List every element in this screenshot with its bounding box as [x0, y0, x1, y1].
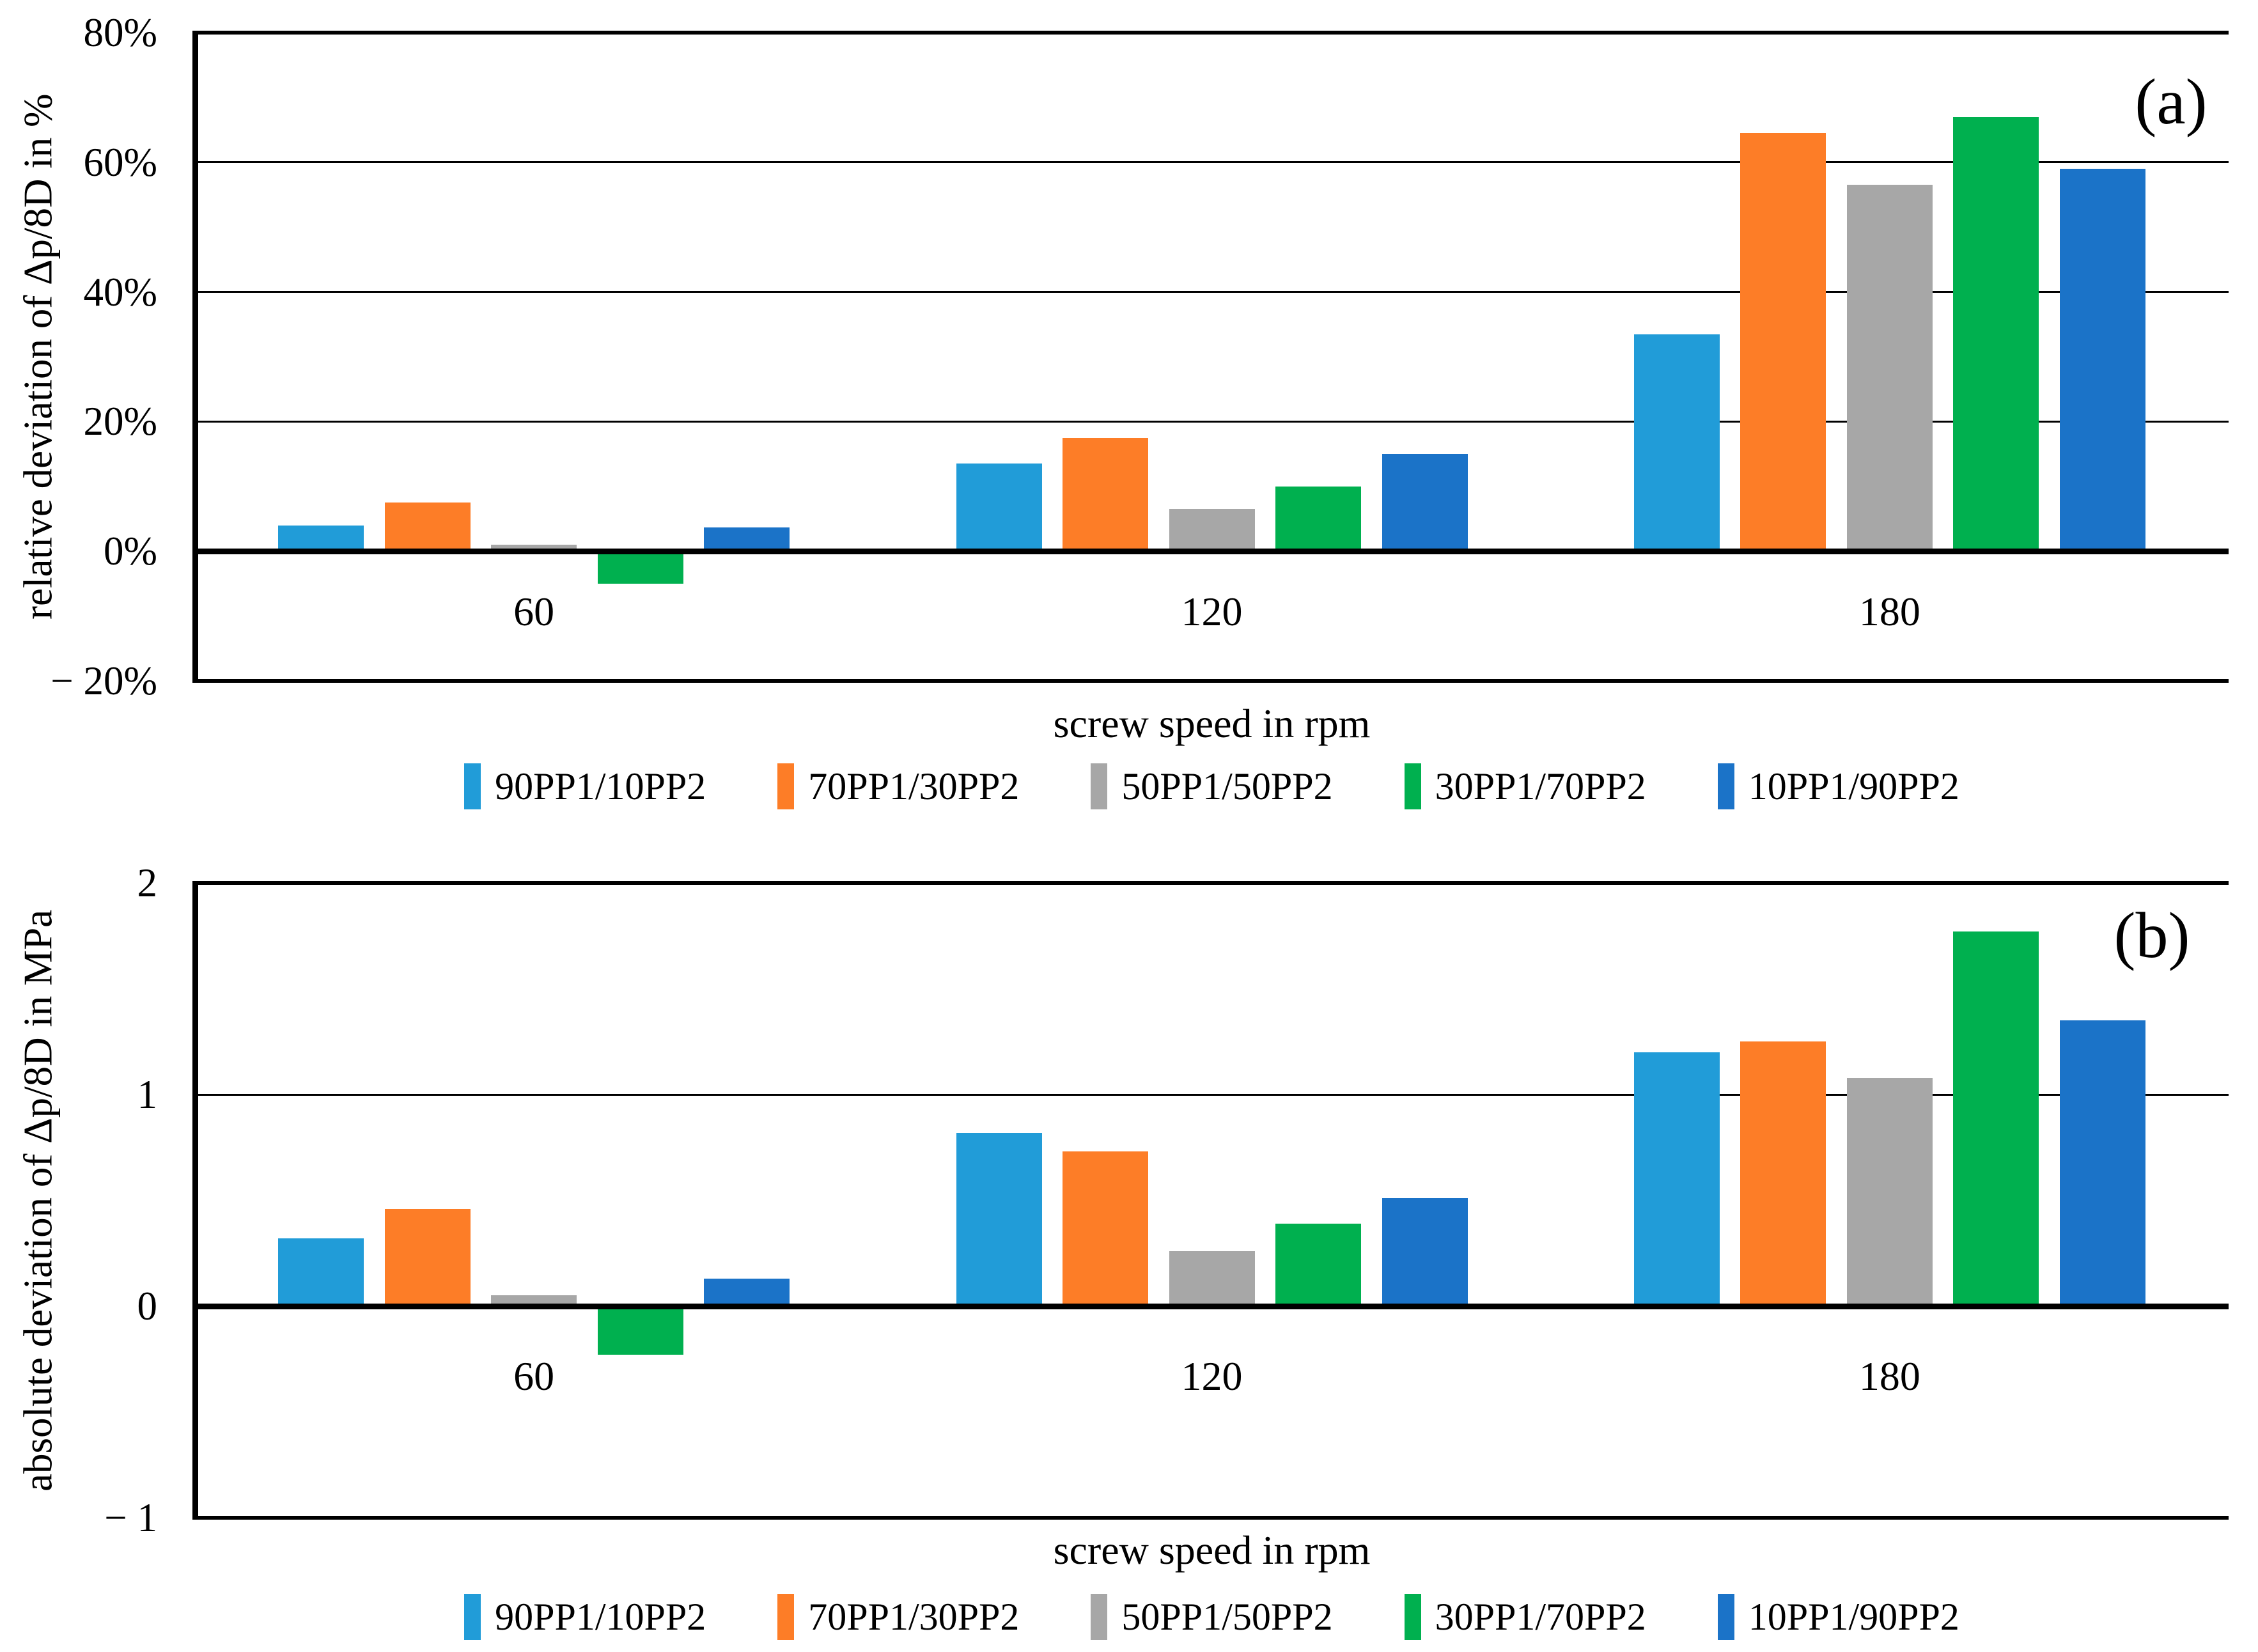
y-tick-label: 80%	[83, 10, 157, 55]
y-axis-title-a: relative deviation of Δp/8D in %	[15, 93, 61, 620]
legend-item: 10PP1/90PP2	[1717, 1594, 1959, 1640]
x-axis-title-a: screw speed in rpm	[1053, 701, 1371, 746]
x-axis-title-b: screw speed in rpm	[1053, 1527, 1371, 1573]
legend-swatch-icon	[1404, 763, 1421, 809]
legend-swatch-icon	[1091, 763, 1108, 809]
bar-50PP1/50PP2-180	[1846, 1077, 1933, 1306]
bar-30PP1/70PP2-180	[1953, 931, 2039, 1306]
bar-10PP1/90PP2-60	[704, 527, 790, 552]
legend-item: 50PP1/50PP2	[1091, 763, 1333, 809]
panel-label-b: (b)	[2114, 900, 2190, 972]
bar-90PP1/10PP2-60	[278, 1238, 364, 1306]
bar-30PP1/70PP2-60	[597, 551, 683, 584]
legend-item: 50PP1/50PP2	[1091, 1594, 1333, 1640]
y-tick-label: 2	[137, 861, 158, 905]
x-tick-label: 180	[1858, 1353, 1920, 1399]
x-tick-label: 180	[1858, 589, 1920, 634]
gridline	[195, 1093, 2229, 1096]
gridline	[195, 881, 2229, 885]
bar-30PP1/70PP2-120	[1275, 1223, 1361, 1306]
plot-area-b	[192, 881, 2229, 1520]
y-tick-label: 20%	[83, 399, 157, 444]
legend-swatch-icon	[1717, 763, 1734, 809]
bar-50PP1/50PP2-180	[1846, 185, 1933, 552]
bar-90PP1/10PP2-180	[1633, 334, 1720, 552]
bar-10PP1/90PP2-120	[1382, 1198, 1468, 1306]
legend-item: 90PP1/10PP2	[464, 1594, 706, 1640]
legend-label: 50PP1/50PP2	[1121, 1596, 1333, 1638]
gridline	[195, 291, 2229, 293]
legend-swatch-icon	[1717, 1594, 1734, 1640]
bar-50PP1/50PP2-120	[1169, 509, 1255, 552]
legend-b: 90PP1/10PP2 70PP1/30PP2 50PP1/50PP2 30PP1/7…	[195, 1590, 2229, 1644]
y-tick-label: 0	[137, 1284, 158, 1329]
bar-70PP1/30PP2-120	[1063, 1151, 1148, 1306]
legend-swatch-icon	[777, 763, 795, 809]
zero-axis-line	[195, 548, 2229, 554]
legend-label: 70PP1/30PP2	[808, 1596, 1020, 1638]
bar-90PP1/10PP2-60	[278, 525, 364, 552]
bar-30PP1/70PP2-180	[1953, 116, 2039, 552]
gridline	[195, 31, 2229, 35]
x-tick-label: 120	[1181, 1353, 1243, 1399]
zero-axis-line	[195, 1303, 2229, 1309]
bar-70PP1/30PP2-180	[1740, 133, 1826, 552]
legend-swatch-icon	[464, 1594, 481, 1640]
y-tick-label: 1	[137, 1072, 158, 1117]
bar-90PP1/10PP2-120	[956, 1132, 1042, 1306]
bar-50PP1/50PP2-60	[491, 545, 577, 552]
bar-10PP1/90PP2-60	[704, 1278, 790, 1306]
y-tick-label: − 1	[104, 1495, 157, 1540]
y-axis-line	[192, 31, 198, 683]
gridline	[195, 420, 2229, 423]
legend-item: 70PP1/30PP2	[777, 763, 1019, 809]
bar-70PP1/30PP2-180	[1740, 1041, 1826, 1306]
bar-10PP1/90PP2-180	[2059, 168, 2145, 552]
legend-label: 70PP1/30PP2	[808, 765, 1020, 807]
x-tick-label: 60	[513, 1353, 555, 1399]
y-axis-title-b: absolute deviation of Δp/8D in MPa	[15, 909, 61, 1492]
bar-50PP1/50PP2-120	[1169, 1251, 1255, 1306]
legend-swatch-icon	[1091, 1594, 1108, 1640]
gridline	[195, 679, 2229, 683]
bar-90PP1/10PP2-180	[1633, 1052, 1720, 1306]
y-axis-line	[192, 881, 198, 1520]
legend-label: 30PP1/70PP2	[1435, 765, 1646, 807]
x-tick-label: 60	[513, 589, 555, 634]
legend-item: 10PP1/90PP2	[1717, 763, 1959, 809]
bar-70PP1/30PP2-60	[384, 1208, 471, 1306]
legend-item: 30PP1/70PP2	[1404, 763, 1646, 809]
legend-a: 90PP1/10PP2 70PP1/30PP2 50PP1/50PP2 30PP1/7…	[195, 760, 2229, 813]
bar-30PP1/70PP2-60	[597, 1306, 683, 1355]
y-tick-label: − 20%	[51, 658, 157, 703]
bar-90PP1/10PP2-120	[956, 464, 1042, 552]
plot-area-a	[192, 31, 2229, 683]
bar-70PP1/30PP2-120	[1063, 437, 1148, 552]
legend-swatch-icon	[1404, 1594, 1421, 1640]
legend-label: 50PP1/50PP2	[1121, 765, 1333, 807]
panel-label-a: (a)	[2135, 66, 2207, 138]
bar-10PP1/90PP2-120	[1382, 454, 1468, 552]
legend-label: 90PP1/10PP2	[495, 765, 706, 807]
gridline	[195, 1516, 2229, 1520]
legend-label: 10PP1/90PP2	[1748, 1596, 1959, 1638]
legend-swatch-icon	[777, 1594, 795, 1640]
legend-label: 10PP1/90PP2	[1748, 765, 1959, 807]
y-tick-label: 60%	[83, 139, 157, 185]
legend-item: 30PP1/70PP2	[1404, 1594, 1646, 1640]
gridline	[195, 161, 2229, 164]
x-tick-label: 120	[1181, 589, 1243, 634]
legend-item: 70PP1/30PP2	[777, 1594, 1019, 1640]
y-tick-label: 0%	[104, 529, 157, 574]
bar-10PP1/90PP2-180	[2059, 1020, 2145, 1306]
legend-label: 30PP1/70PP2	[1435, 1596, 1646, 1638]
legend-swatch-icon	[464, 763, 481, 809]
y-tick-label: 40%	[83, 269, 157, 315]
bar-30PP1/70PP2-120	[1275, 486, 1361, 552]
bar-70PP1/30PP2-60	[384, 503, 471, 552]
legend-label: 90PP1/10PP2	[495, 1596, 706, 1638]
legend-item: 90PP1/10PP2	[464, 763, 706, 809]
